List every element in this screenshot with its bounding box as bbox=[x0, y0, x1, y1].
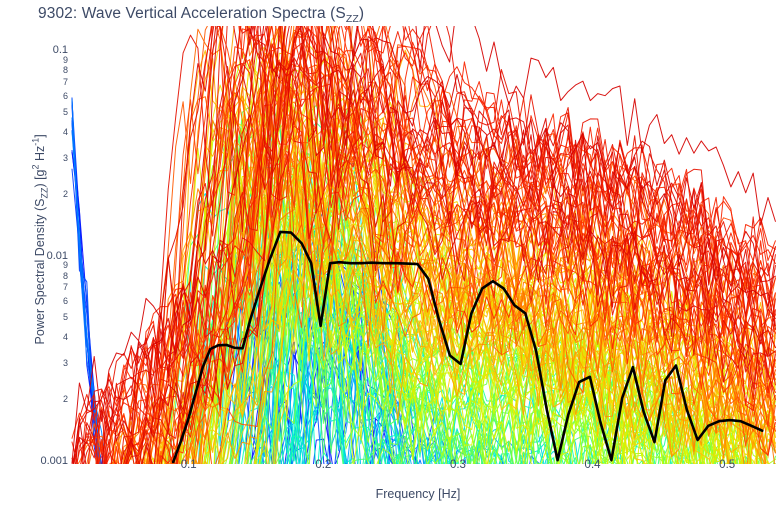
spectrum-line bbox=[71, 26, 776, 446]
x-axis-tick-0.1: 0.1 bbox=[180, 459, 197, 471]
y-axis-minor-tick: 9 bbox=[62, 54, 68, 65]
y-axis-minor-tick: 3 bbox=[62, 152, 68, 163]
y-axis-minor-tick: 3 bbox=[62, 358, 68, 369]
x-axis-tick-0.2: 0.2 bbox=[315, 459, 332, 471]
y-axis-minor-tick: 9 bbox=[62, 260, 68, 271]
x-axis-tick-0.3: 0.3 bbox=[449, 459, 466, 471]
x-axis-label: Frequency [Hz] bbox=[375, 487, 461, 501]
y-axis-tick-0.001: 0.001 bbox=[40, 455, 68, 467]
spectrum-line bbox=[125, 26, 776, 464]
y-axis-tick-0.1: 0.1 bbox=[52, 44, 68, 57]
chart-title: 9302: Wave Vertical Acceleration Spectra… bbox=[38, 5, 364, 25]
y-axis-minor-tick: 8 bbox=[62, 270, 68, 281]
chart-title-main: 9302: Wave Vertical Acceleration Spectra… bbox=[38, 5, 346, 22]
spectrum-line bbox=[201, 98, 776, 464]
spectrum-line bbox=[77, 26, 776, 464]
spectrum-line bbox=[83, 26, 776, 464]
spectrum-line bbox=[289, 186, 554, 464]
y-axis-tick-0.01: 0.01 bbox=[46, 249, 68, 262]
spectrum-line bbox=[179, 193, 623, 464]
spectrum-line bbox=[275, 156, 723, 464]
x-axis-tick-0.4: 0.4 bbox=[584, 459, 601, 471]
spectrum-line bbox=[155, 99, 766, 464]
spectrum-line bbox=[254, 195, 665, 464]
y-axis-minor-tick: 5 bbox=[62, 312, 68, 323]
spectrum-line bbox=[206, 176, 706, 464]
spectrum-line bbox=[71, 99, 440, 464]
spectrum-line bbox=[246, 139, 730, 464]
spectrum-line bbox=[204, 88, 776, 464]
spectrum-line bbox=[156, 59, 776, 464]
spectrum-line bbox=[136, 26, 776, 464]
spectrum-line bbox=[234, 145, 722, 464]
y-axis-minor-tick: 4 bbox=[62, 332, 68, 343]
spectrum-line bbox=[160, 95, 776, 464]
x-axis-tick-0.5: 0.5 bbox=[719, 459, 736, 471]
y-axis-minor-tick: 7 bbox=[62, 282, 68, 293]
y-axis-minor-tick: 8 bbox=[62, 65, 68, 76]
y-axis-minor-tick: 6 bbox=[62, 90, 68, 101]
spectrum-line bbox=[71, 26, 776, 464]
spectrum-line bbox=[76, 26, 776, 464]
y-axis-minor-tick: 7 bbox=[62, 77, 68, 88]
y-axis-minor-tick: 5 bbox=[62, 107, 68, 118]
spectrum-line bbox=[192, 104, 776, 464]
spectrum-line bbox=[82, 26, 776, 464]
spectrum-line bbox=[71, 26, 776, 464]
spectrum-line bbox=[246, 221, 510, 464]
spectrum-line bbox=[234, 118, 725, 464]
spectrum-line bbox=[72, 26, 776, 464]
y-axis-minor-tick: 4 bbox=[62, 127, 68, 138]
spectrum-line bbox=[120, 26, 776, 464]
spectrum-line bbox=[125, 28, 776, 464]
chart-title-subscript: ZZ bbox=[345, 13, 359, 26]
y-axis-minor-tick: 2 bbox=[62, 394, 68, 405]
y-axis-minor-tick: 2 bbox=[62, 188, 68, 199]
y-axis-minor-tick: 6 bbox=[62, 296, 68, 307]
spectrum-line bbox=[123, 26, 776, 464]
spectrum-line bbox=[203, 172, 681, 464]
chart-title-suffix: ) bbox=[358, 5, 365, 22]
spectrum-line bbox=[191, 127, 763, 464]
spectrum-line bbox=[260, 228, 476, 464]
spectrum-line bbox=[71, 26, 776, 464]
spectrum-line bbox=[171, 230, 764, 464]
spectrum-line bbox=[241, 151, 686, 464]
